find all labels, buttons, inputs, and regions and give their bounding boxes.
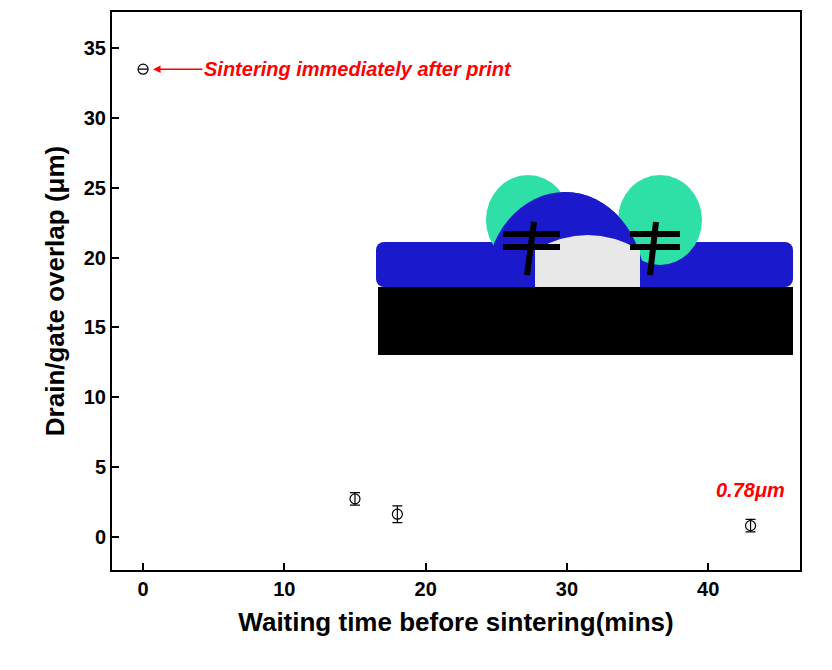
svg-text:30: 30 — [556, 578, 578, 600]
svg-text:25: 25 — [84, 177, 106, 199]
svg-text:Sintering immediately after pr: Sintering immediately after print — [204, 58, 512, 80]
svg-text:Drain/gate overlap (μm): Drain/gate overlap (μm) — [40, 146, 70, 436]
svg-text:0: 0 — [138, 578, 149, 600]
svg-text:10: 10 — [84, 386, 106, 408]
svg-text:15: 15 — [84, 316, 106, 338]
svg-text:Waiting time before sintering(: Waiting time before sintering(mins) — [238, 607, 673, 637]
svg-text:20: 20 — [415, 578, 437, 600]
svg-text:40: 40 — [697, 578, 719, 600]
svg-text:30: 30 — [84, 107, 106, 129]
svg-text:20: 20 — [84, 247, 106, 269]
svg-text:10: 10 — [273, 578, 295, 600]
svg-text:5: 5 — [95, 456, 106, 478]
svg-text:0: 0 — [95, 526, 106, 548]
svg-text:0.78μm: 0.78μm — [716, 479, 785, 501]
svg-text:35: 35 — [84, 37, 106, 59]
